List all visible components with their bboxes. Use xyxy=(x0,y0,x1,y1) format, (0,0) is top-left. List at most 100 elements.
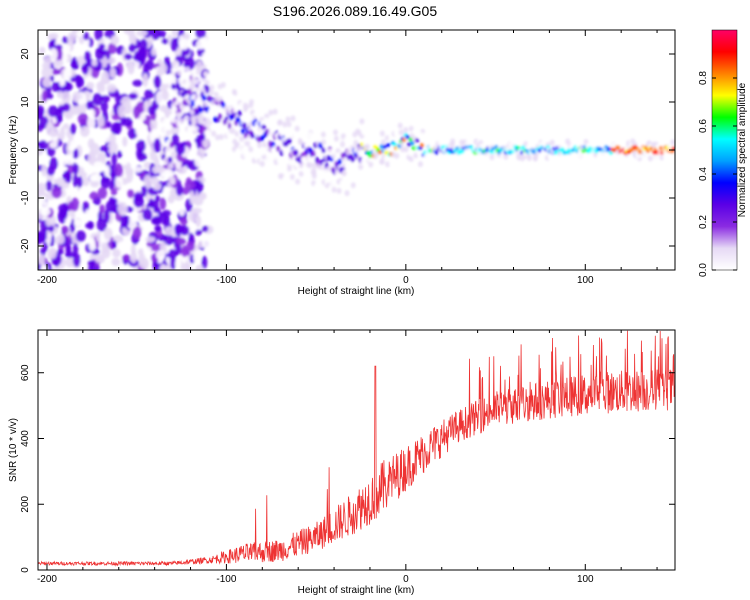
heatmap-cell xyxy=(85,75,95,84)
heatmap-cell xyxy=(239,135,245,142)
heatmap-cell xyxy=(149,152,158,162)
heatmap-cell xyxy=(294,162,300,169)
heatmap-cell xyxy=(616,138,622,145)
heatmap-cell xyxy=(238,94,244,101)
heatmap-cell xyxy=(336,187,342,194)
heatmap-cell xyxy=(72,91,81,103)
heatmap-cell xyxy=(100,100,109,113)
heatmap-cell xyxy=(178,207,185,217)
heatmap-cell xyxy=(42,156,50,165)
colorbar-tick-label: 0.2 xyxy=(698,215,709,229)
heatmap-cell xyxy=(109,197,118,205)
heatmap-cell xyxy=(295,178,301,185)
heatmap-cell xyxy=(136,30,148,37)
heatmap-cell xyxy=(128,33,138,44)
heatmap-cell xyxy=(61,36,69,44)
heatmap-cell xyxy=(382,144,388,150)
heatmap-cell xyxy=(193,125,199,132)
heatmap-cell xyxy=(248,102,254,109)
heatmap-cell xyxy=(169,146,175,153)
heatmap-cell xyxy=(159,263,167,270)
heatmap-cell xyxy=(419,143,425,148)
y-tick-label: -10 xyxy=(20,190,31,205)
heatmap-cell xyxy=(185,66,191,73)
heatmap-cell xyxy=(293,141,299,148)
heatmap-cell xyxy=(388,134,394,141)
heatmap-cell xyxy=(621,140,627,147)
heatmap-cell xyxy=(242,95,248,102)
heatmap-cell xyxy=(89,191,99,200)
heatmap-cell xyxy=(100,71,110,85)
heatmap-cell xyxy=(76,135,85,146)
heatmap-cell xyxy=(211,130,217,137)
heatmap-cell xyxy=(117,201,128,216)
heatmap-cell xyxy=(175,112,181,119)
heatmap-cell xyxy=(114,163,123,178)
heatmap-cell xyxy=(368,161,374,168)
heatmap-cell xyxy=(97,82,106,95)
heatmap-cell xyxy=(172,59,178,66)
heatmap-cell xyxy=(243,104,249,111)
heatmap-cell xyxy=(234,130,240,137)
heatmap-cell xyxy=(289,131,295,138)
heatmap-cell xyxy=(133,195,145,208)
heatmap-cell xyxy=(81,62,89,75)
heatmap-cell xyxy=(421,132,427,139)
heatmap-cell xyxy=(191,93,197,100)
heatmap-cell xyxy=(445,155,451,162)
heatmap-cell xyxy=(38,104,45,118)
heatmap-cell xyxy=(549,139,555,146)
heatmap-cell xyxy=(61,91,71,105)
heatmap-cell xyxy=(127,60,135,75)
heatmap-cell xyxy=(181,33,190,40)
x-tick-label: -100 xyxy=(216,275,236,286)
heatmap-cell xyxy=(201,51,212,66)
heatmap-cell xyxy=(39,228,48,243)
colorbar-tick-label: 0.6 xyxy=(698,119,709,133)
heatmap-cell xyxy=(344,181,350,188)
chart-title: S196.2026.089.16.49.G05 xyxy=(272,3,438,19)
heatmap-cell xyxy=(165,140,171,147)
heatmap-cell xyxy=(52,59,64,67)
heatmap-cell xyxy=(405,134,410,140)
heatmap-cell xyxy=(165,129,171,136)
heatmap-cell xyxy=(75,230,86,242)
heatmap-cell xyxy=(217,113,223,120)
heatmap-cell xyxy=(389,160,395,167)
x-tick-label: -200 xyxy=(37,275,57,286)
heatmap-cell xyxy=(324,127,330,134)
heatmap-cell xyxy=(195,30,206,39)
heatmap-cell xyxy=(642,151,648,158)
heatmap-cell xyxy=(57,176,63,187)
heatmap-cell xyxy=(216,140,222,147)
heatmap-cell xyxy=(208,108,214,115)
heatmap-cell xyxy=(364,143,370,150)
heatmap-cell xyxy=(259,134,265,142)
heatmap-cell xyxy=(230,128,236,135)
heatmap-cell xyxy=(344,190,350,197)
heatmap-cell xyxy=(312,120,318,127)
heatmap-cell xyxy=(450,138,456,145)
heatmap-cell xyxy=(76,30,84,38)
heatmap-cell xyxy=(670,139,675,146)
heatmap-cell xyxy=(40,207,51,216)
heatmap-cell xyxy=(358,163,364,170)
heatmap-cell xyxy=(191,119,197,126)
snr-series-line xyxy=(38,330,675,567)
heatmap-cell xyxy=(174,201,180,213)
heatmap-cell xyxy=(671,152,675,159)
heatmap-cell xyxy=(209,124,215,131)
heatmap-cell xyxy=(319,126,325,133)
heatmap-cell xyxy=(135,124,147,138)
heatmap-cell xyxy=(408,150,414,157)
heatmap-cell xyxy=(65,242,71,256)
heatmap-cell xyxy=(385,143,391,148)
heatmap-cell xyxy=(273,152,279,159)
heatmap-cell xyxy=(132,226,142,239)
heatmap-cell xyxy=(38,253,45,266)
heatmap-cell xyxy=(235,149,241,156)
heatmap-cell xyxy=(394,152,400,159)
heatmap-cell xyxy=(293,149,299,156)
heatmap-cell xyxy=(99,145,110,152)
